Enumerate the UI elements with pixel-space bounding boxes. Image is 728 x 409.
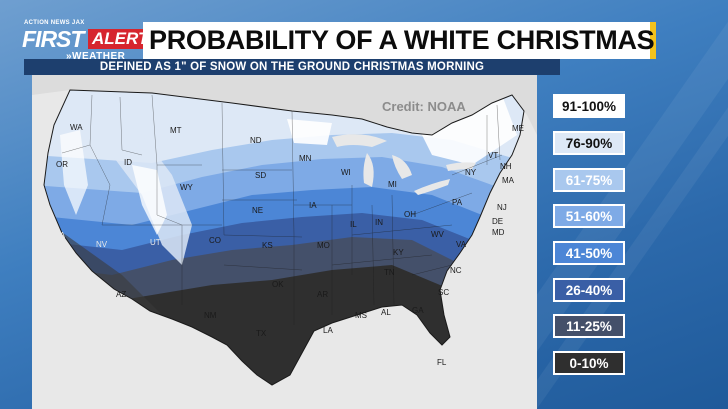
- state-label-oh: OH: [404, 210, 416, 219]
- state-label-in: IN: [375, 218, 383, 227]
- title-banner: PROBABILITY OF A WHITE CHRISTMAS: [143, 22, 656, 59]
- logo-alert: ALERT: [88, 29, 153, 49]
- state-label-mi: MI: [388, 180, 397, 189]
- page-title: PROBABILITY OF A WHITE CHRISTMAS: [149, 25, 655, 55]
- state-label-nd: ND: [250, 136, 262, 145]
- first-alert-weather-logo: ACTION NEWS JAX FIRST ALERT »WEATHER: [22, 20, 153, 66]
- state-label-ar: AR: [317, 290, 328, 299]
- state-label-nc: NC: [450, 266, 462, 275]
- state-label-vt: VT: [488, 151, 498, 160]
- lake-erie: [414, 179, 450, 195]
- legend-item-91-100: 91-100%: [553, 94, 625, 118]
- state-label-co: CO: [209, 236, 221, 245]
- state-label-ca: CA: [54, 231, 66, 240]
- subtitle: DEFINED AS 1" OF SNOW ON THE GROUND CHRI…: [99, 61, 485, 73]
- state-label-tn: TN: [384, 268, 395, 277]
- state-label-ks: KS: [262, 241, 273, 250]
- state-label-mn: MN: [299, 154, 312, 163]
- state-label-nv: NV: [96, 240, 108, 249]
- state-label-nj: NJ: [497, 203, 507, 212]
- state-label-wi: WI: [341, 168, 351, 177]
- state-label-fl: FL: [437, 358, 447, 367]
- state-label-la: LA: [323, 326, 333, 335]
- state-label-nm: NM: [204, 311, 217, 320]
- state-label-wv: WV: [431, 230, 445, 239]
- state-label-pa: PA: [452, 198, 463, 207]
- state-label-mo: MO: [317, 241, 330, 250]
- state-label-il: IL: [350, 220, 357, 229]
- state-borders: [61, 94, 503, 325]
- logo-first: FIRST: [22, 26, 84, 52]
- lake-huron: [392, 155, 412, 179]
- state-label-al: AL: [381, 308, 391, 317]
- legend-item-41-50: 41-50%: [553, 241, 625, 265]
- lake-ontario: [446, 162, 476, 171]
- subtitle-banner: DEFINED AS 1" OF SNOW ON THE GROUND CHRI…: [24, 59, 560, 75]
- state-label-nh: NH: [500, 162, 512, 171]
- state-label-ga: GA: [412, 306, 424, 315]
- legend-item-76-90: 76-90%: [553, 131, 625, 155]
- credit-label: Credit: NOAA: [382, 99, 466, 114]
- legend-item-61-75: 61-75%: [553, 168, 625, 192]
- state-label-ne: NE: [252, 206, 263, 215]
- lake-superior: [332, 134, 387, 147]
- state-label-ok: OK: [272, 280, 284, 289]
- state-label-wy: WY: [180, 183, 194, 192]
- state-label-az: AZ: [116, 290, 126, 299]
- legend-item-11-25: 11-25%: [553, 314, 625, 338]
- state-label-wa: WA: [70, 123, 83, 132]
- state-label-or: OR: [56, 160, 68, 169]
- legend-item-51-60: 51-60%: [553, 204, 625, 228]
- map-panel: WA OR CA NV ID MT WY UT AZ CO NM ND SD N…: [32, 75, 537, 409]
- state-label-ia: IA: [309, 201, 317, 210]
- state-label-sd: SD: [255, 171, 266, 180]
- state-label-tx: TX: [256, 329, 267, 338]
- state-label-me: ME: [512, 124, 524, 133]
- us-snow-probability-map: WA OR CA NV ID MT WY UT AZ CO NM ND SD N…: [32, 75, 537, 386]
- state-label-ny: NY: [465, 168, 477, 177]
- state-label-ms: MS: [355, 311, 367, 320]
- state-label-ut: UT: [150, 238, 161, 247]
- canada-landmass: [32, 75, 537, 135]
- legend-item-26-40: 26-40%: [553, 278, 625, 302]
- station-name: ACTION NEWS JAX: [24, 20, 85, 26]
- lake-michigan: [363, 153, 374, 187]
- logo-weather: »WEATHER: [66, 51, 126, 62]
- state-label-ky: KY: [393, 248, 404, 257]
- state-label-ma: MA: [502, 176, 515, 185]
- legend-item-0-10: 0-10%: [553, 351, 625, 375]
- state-label-de: DE: [492, 217, 503, 226]
- state-label-sc: SC: [438, 288, 449, 297]
- state-label-va: VA: [456, 240, 467, 249]
- state-label-id: ID: [124, 158, 132, 167]
- state-label-mt: MT: [170, 126, 182, 135]
- us-outline: [43, 89, 525, 386]
- state-label-md: MD: [492, 228, 505, 237]
